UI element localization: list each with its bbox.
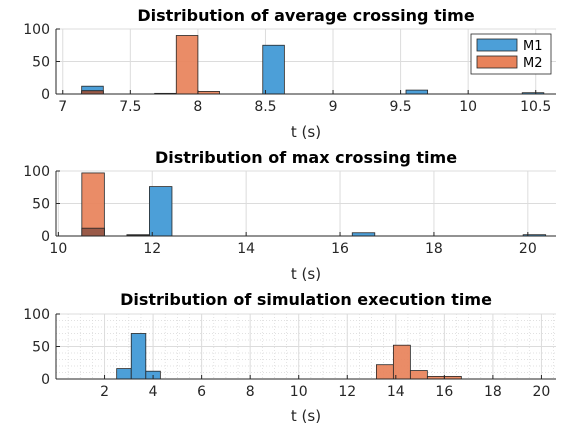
x-tick-label: 10.5	[520, 99, 551, 115]
legend-swatch-m1	[476, 38, 518, 52]
bar-m1	[405, 89, 429, 95]
bar-m2	[81, 172, 105, 237]
bar-m2	[392, 344, 411, 380]
subplot-simulation-execution-time: Distribution of simulation execution tim…	[23, 290, 556, 425]
y-tick-label: 0	[41, 229, 50, 245]
x-tick-label: 10	[290, 384, 308, 400]
x-tick-label: 20	[519, 241, 537, 257]
y-tick-label: 50	[32, 340, 50, 356]
chart-title: Distribution of max crossing time	[155, 148, 457, 167]
x-tick-label: 4	[149, 384, 158, 400]
bar-m2	[409, 370, 428, 380]
x-tick-label: 10	[49, 241, 67, 257]
bar-m1	[130, 333, 147, 380]
x-tick-label: 10	[459, 99, 477, 115]
bar-m2	[175, 35, 199, 95]
subplot-average-crossing-time: Distribution of average crossing time t …	[23, 6, 556, 141]
x-tick-label: 7	[58, 99, 67, 115]
y-tick-label: 100	[23, 307, 50, 323]
x-tick-label: 16	[331, 241, 349, 257]
x-tick-label: 14	[387, 384, 405, 400]
y-tick-label: 0	[41, 372, 50, 388]
x-tick-label: 2	[100, 384, 109, 400]
x-tick-label: 12	[143, 241, 161, 257]
x-tick-label: 14	[237, 241, 255, 257]
x-tick-label: 9.5	[389, 99, 411, 115]
x-tick-label: 8.5	[254, 99, 276, 115]
x-tick-label: 7.5	[119, 99, 141, 115]
chart-title: Distribution of average crossing time	[137, 6, 475, 25]
legend-label-m2: M2	[523, 56, 543, 71]
x-tick-label: 18	[425, 241, 443, 257]
bar-m2	[375, 364, 394, 380]
y-tick-label: 50	[32, 55, 50, 71]
x-tick-label: 20	[533, 384, 551, 400]
chart-title: Distribution of simulation execution tim…	[120, 290, 492, 309]
x-tick-label: 18	[484, 384, 502, 400]
x-tick-label: 16	[435, 384, 453, 400]
bar-m1	[262, 44, 285, 95]
x-tick-label: 9	[329, 99, 338, 115]
x-axis-label: t (s)	[291, 407, 321, 425]
x-tick-label: 12	[338, 384, 356, 400]
bar-overlap	[81, 227, 105, 237]
y-tick-label: 100	[23, 22, 50, 38]
x-tick-label: 6	[197, 384, 206, 400]
subplot-max-crossing-time: Distribution of max crossing time t (s) …	[23, 148, 556, 283]
x-tick-label: 8	[193, 99, 202, 115]
y-tick-label: 50	[32, 197, 50, 213]
x-axis-label: t (s)	[291, 123, 321, 141]
bar-m1	[149, 186, 173, 237]
y-tick-label: 0	[41, 87, 50, 103]
x-tick-label: 8	[246, 384, 255, 400]
y-tick-label: 100	[23, 164, 50, 180]
legend-swatch-m2	[476, 55, 518, 69]
x-axis-label: t (s)	[291, 265, 321, 283]
legend-label-m1: M1	[523, 39, 543, 54]
bar-m1	[116, 368, 132, 380]
